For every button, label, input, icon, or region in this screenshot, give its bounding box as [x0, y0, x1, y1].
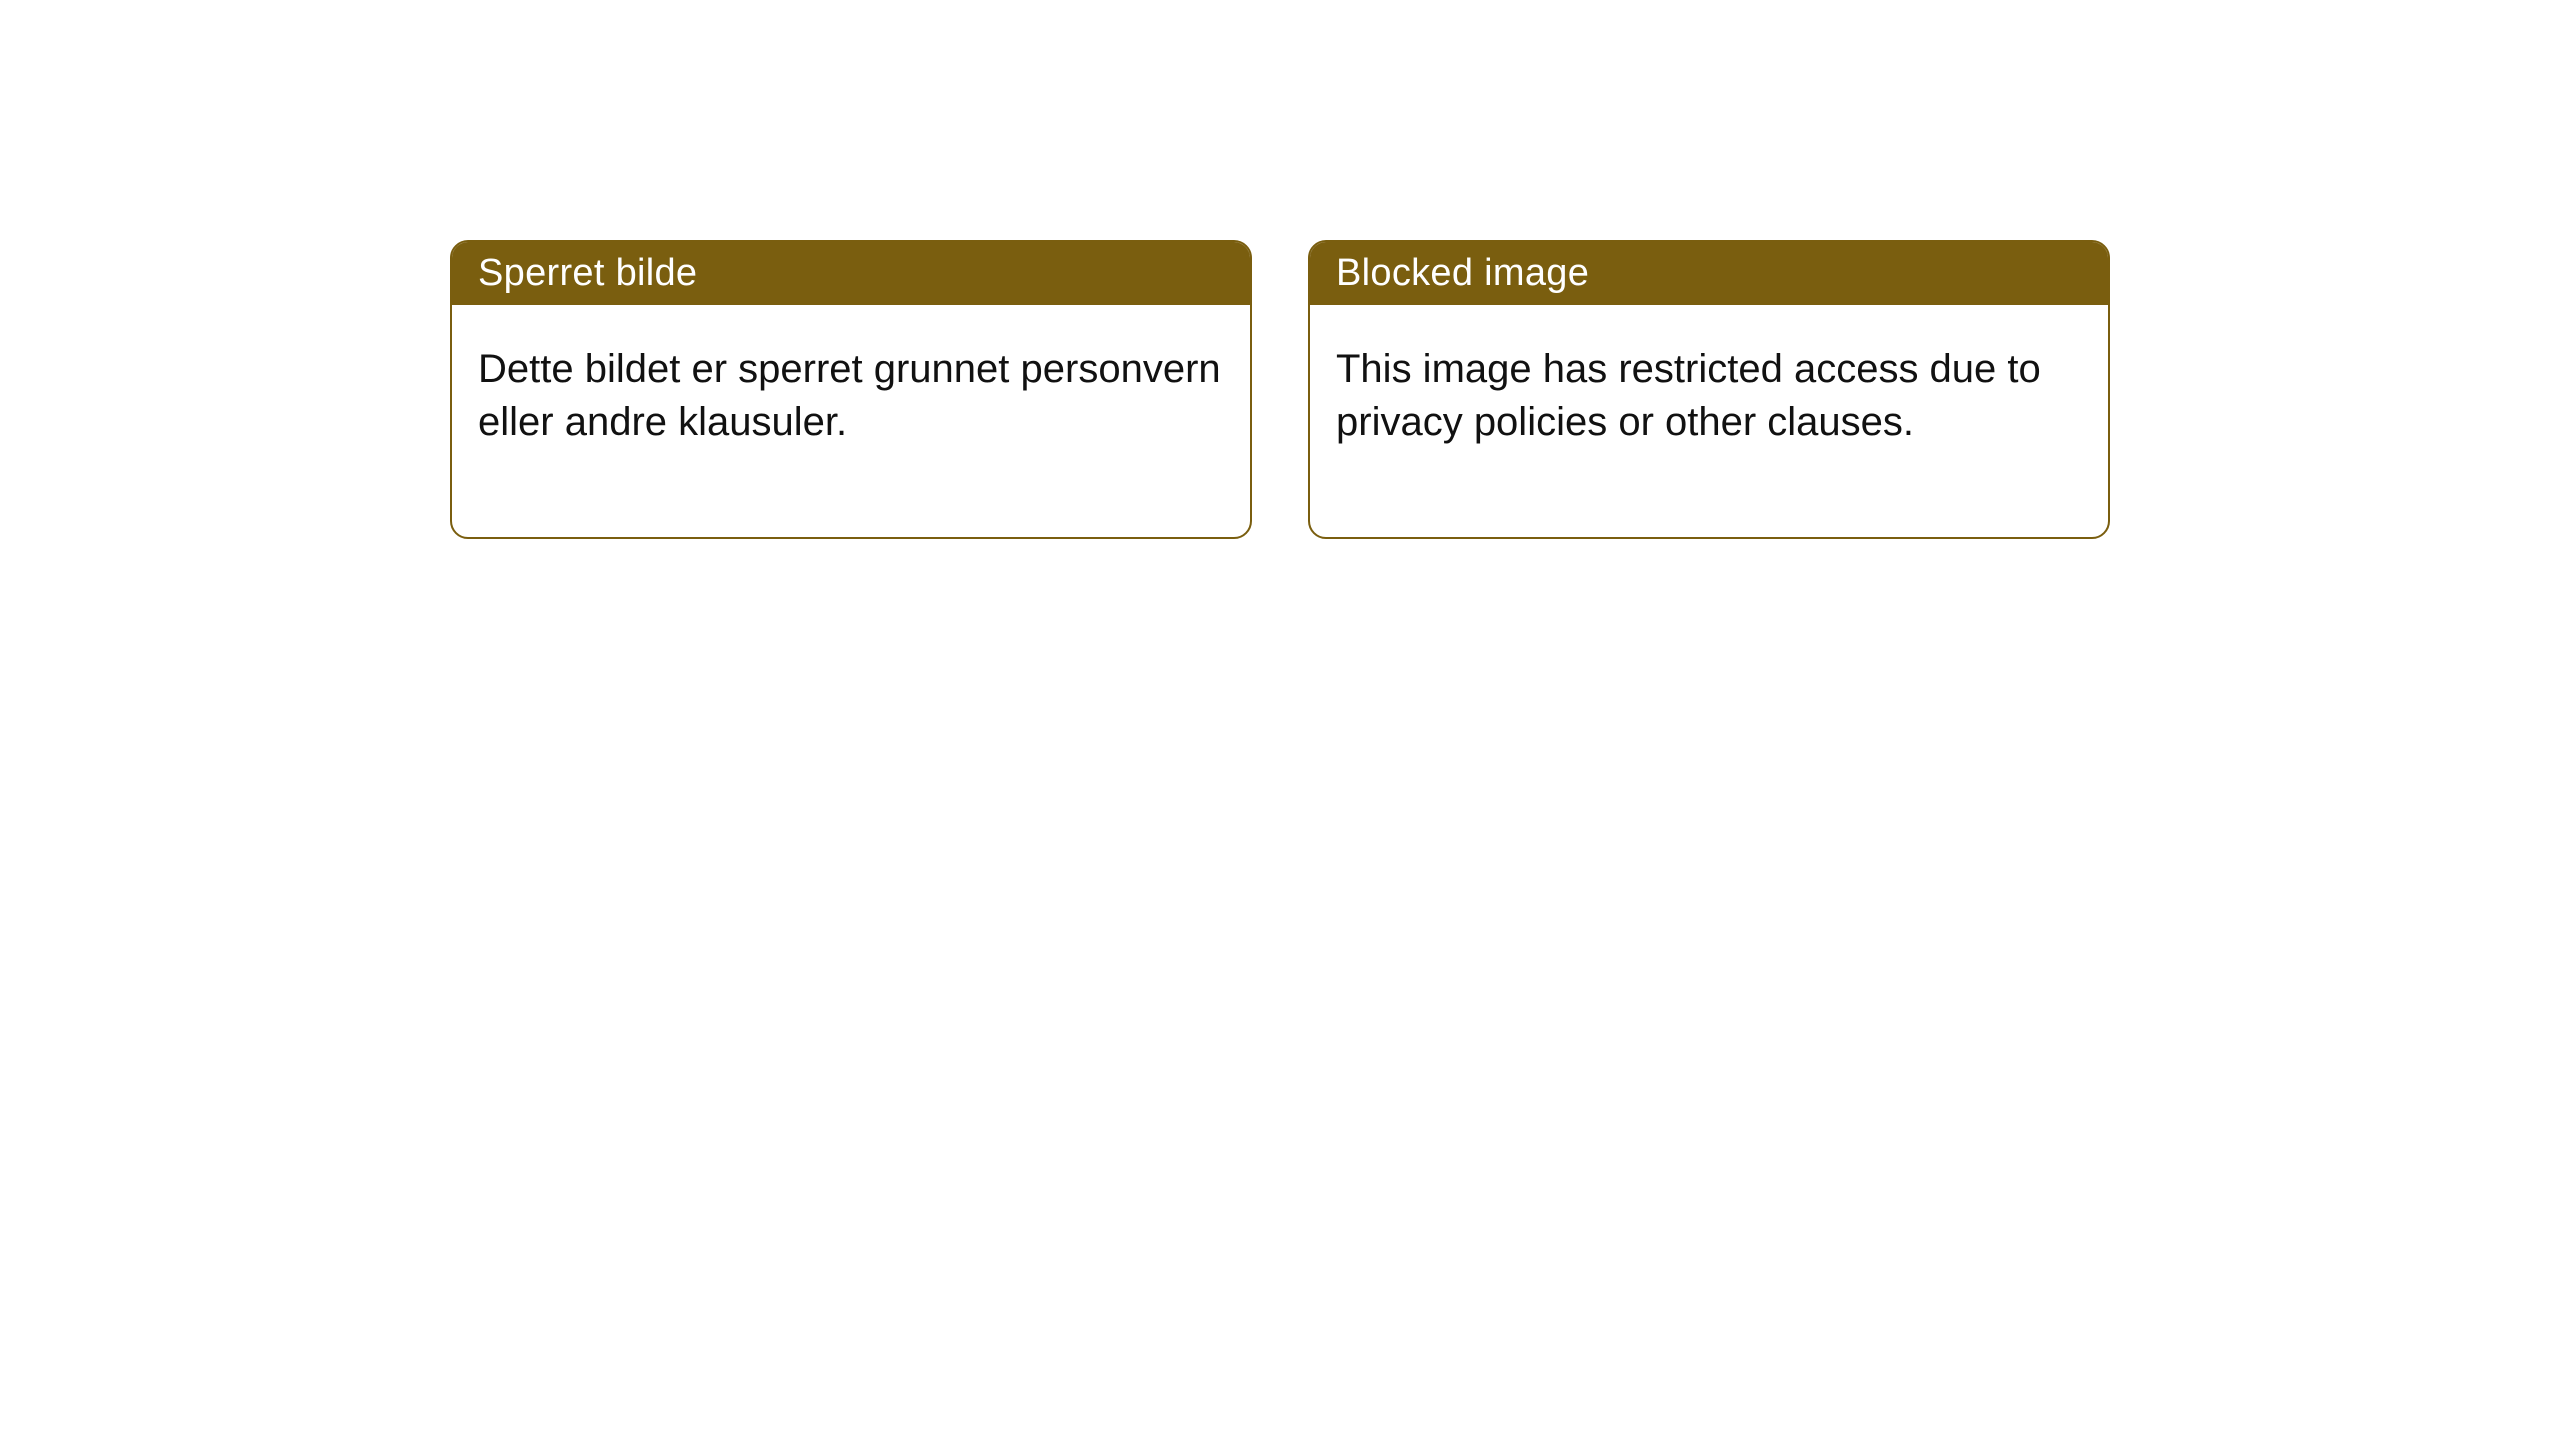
notice-card-header: Sperret bilde [452, 242, 1250, 305]
notice-card-norwegian: Sperret bilde Dette bildet er sperret gr… [450, 240, 1252, 539]
notice-card-body: Dette bildet er sperret grunnet personve… [452, 305, 1250, 537]
notice-card-body-text: Dette bildet er sperret grunnet personve… [478, 347, 1221, 444]
notice-card-header: Blocked image [1310, 242, 2108, 305]
notice-card-body: This image has restricted access due to … [1310, 305, 2108, 537]
notice-cards-container: Sperret bilde Dette bildet er sperret gr… [0, 0, 2560, 539]
notice-card-title: Sperret bilde [478, 252, 697, 294]
notice-card-english: Blocked image This image has restricted … [1308, 240, 2110, 539]
notice-card-title: Blocked image [1336, 252, 1589, 294]
notice-card-body-text: This image has restricted access due to … [1336, 347, 2041, 444]
